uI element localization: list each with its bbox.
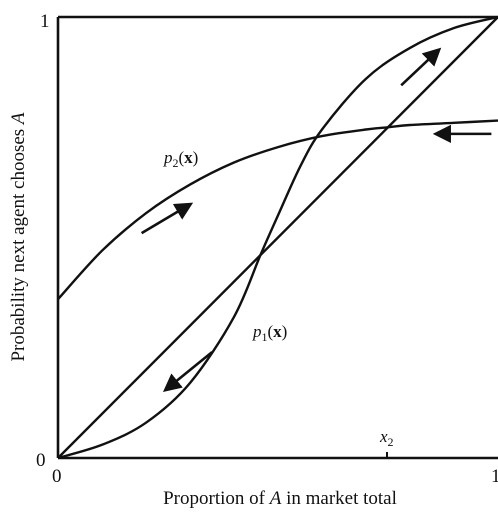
direction-arrows [140, 47, 492, 392]
y-axis-title: Probability next agent chooses A [8, 112, 29, 361]
label-x2-x: x [379, 427, 388, 446]
label-p1-close: ) [282, 322, 288, 341]
curve-p1 [57, 15, 498, 460]
x-tick-label-right: 1 [491, 466, 498, 487]
x-axis-title-pre: Proportion of [163, 488, 270, 509]
direction-arrow-4 [162, 351, 213, 392]
label-p1-arg: ( [268, 322, 274, 341]
label-p2-arg: ( [179, 148, 185, 167]
label-x2: x2 [379, 427, 394, 449]
direction-arrow-2 [400, 47, 442, 87]
direction-arrow-1 [140, 202, 194, 235]
label-x2-sub: 2 [388, 435, 394, 449]
y-tick-label-top: 1 [40, 11, 50, 32]
y-tick-label-bottom: 0 [36, 450, 46, 471]
label-p1-p: p [252, 322, 262, 341]
y-axis-title-pre: Probability next agent chooses [8, 124, 29, 361]
label-p2: p2(x) [163, 148, 198, 170]
label-p1: p1(x) [252, 322, 287, 344]
label-p2-close: ) [193, 148, 199, 167]
label-p2-x: x [184, 148, 193, 167]
label-p2-p: p [163, 148, 173, 167]
label-p2-sub: 2 [173, 156, 179, 170]
diagonal-line [57, 16, 498, 459]
x-axis-title-a: A [268, 488, 282, 509]
label-p1-x: x [273, 322, 282, 341]
curve-p2 [57, 119, 498, 301]
x-axis-title-post: in market total [281, 488, 397, 509]
y-axis-title-a: A [8, 112, 29, 126]
x-axis-title: Proportion of A in market total [163, 488, 397, 509]
label-p1-sub: 1 [262, 330, 268, 344]
x-tick-label-left: 0 [52, 466, 62, 487]
